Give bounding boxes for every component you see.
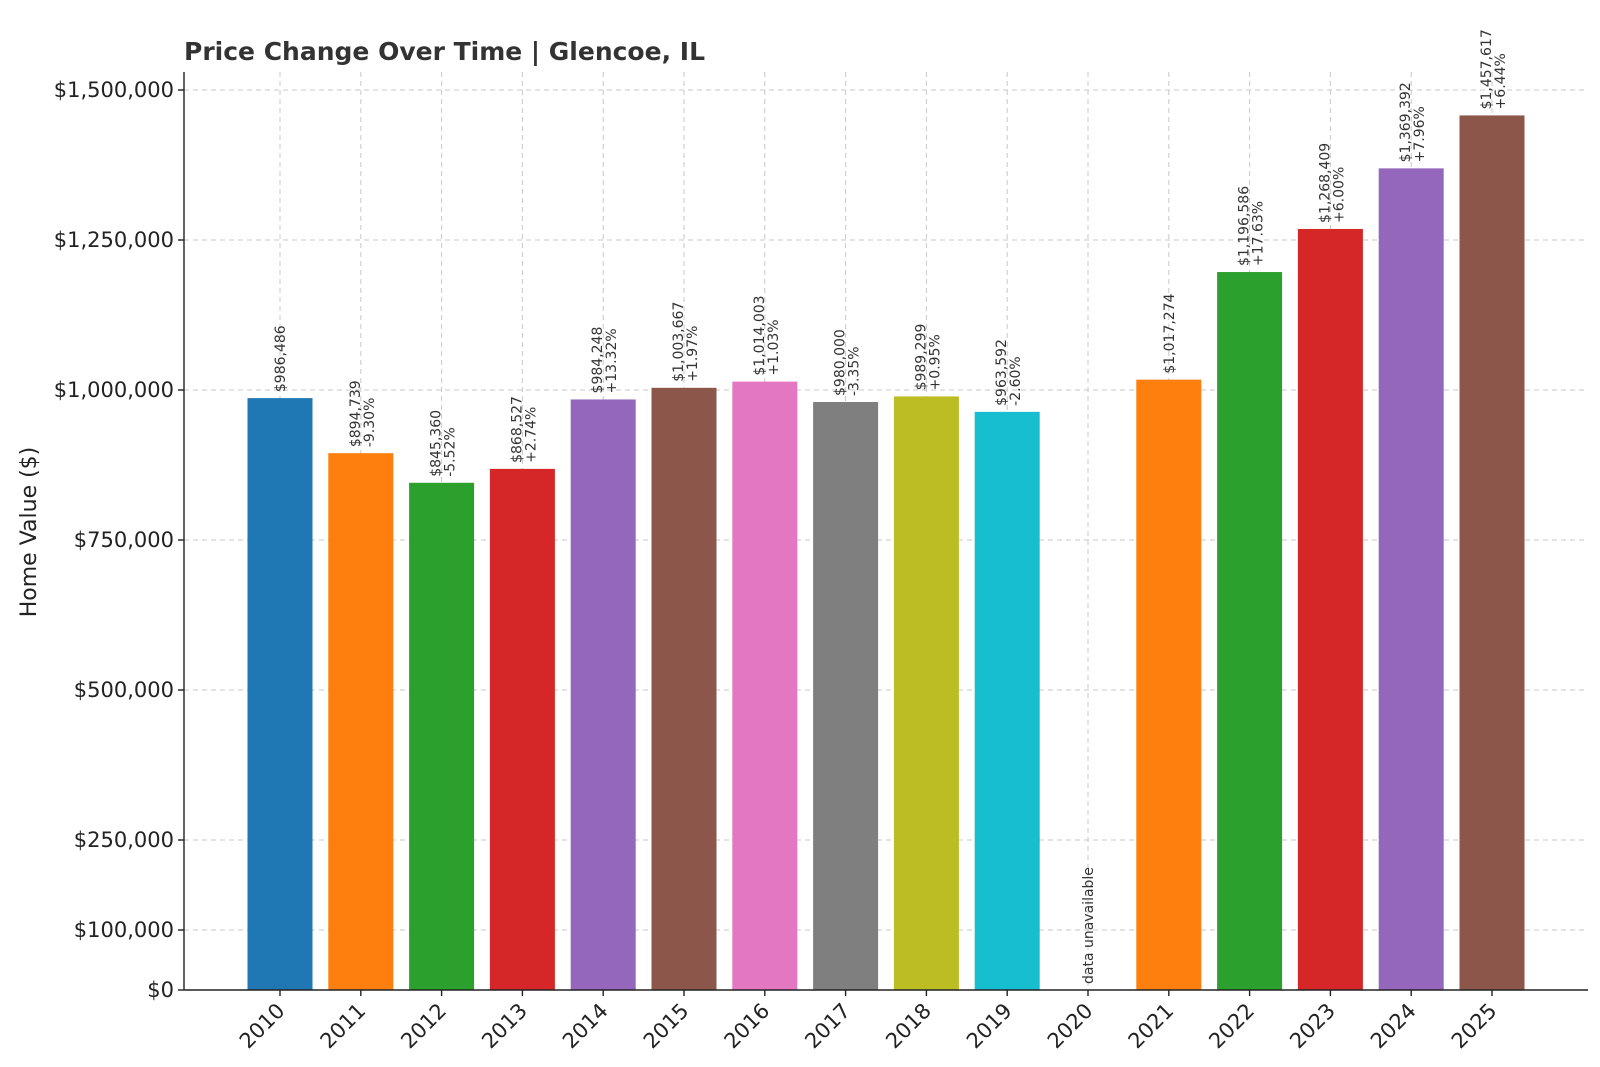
change-label: +1.03%: [766, 319, 782, 375]
value-label: $986,486: [273, 325, 289, 392]
x-tick-label: 2023: [1285, 999, 1340, 1054]
bar-2010: [247, 398, 313, 990]
value-label: $1,014,003: [752, 295, 768, 375]
bar-2016: [732, 381, 798, 990]
x-tick-label: 2015: [639, 999, 694, 1054]
change-label: +0.95%: [927, 334, 943, 390]
change-label: +13.32%: [604, 328, 620, 393]
change-label: -2.60%: [1008, 356, 1024, 406]
x-tick-label: 2022: [1204, 999, 1259, 1054]
change-label: +6.00%: [1331, 167, 1347, 223]
bar-2013: [489, 468, 555, 990]
y-tick-label: $250,000: [74, 828, 174, 852]
x-tick-label: 2010: [235, 999, 290, 1054]
change-label: +2.74%: [523, 407, 539, 463]
value-label: $1,017,274: [1162, 293, 1178, 373]
bar-2017: [813, 402, 879, 990]
grid: [184, 72, 1588, 991]
y-tick-label: $0: [147, 978, 174, 1002]
x-tick-label: 2012: [396, 999, 451, 1054]
y-tick-label: $1,500,000: [54, 78, 174, 102]
x-tick-label: 2013: [477, 999, 532, 1054]
x-tick-label: 2017: [800, 999, 855, 1054]
x-tick-label: 2016: [720, 999, 775, 1054]
y-tick-label: $1,000,000: [54, 378, 174, 402]
value-label: $845,360: [429, 410, 445, 477]
value-label: $868,527: [509, 396, 525, 463]
value-label: $1,268,409: [1317, 143, 1333, 223]
y-axis-label: Home Value ($): [17, 447, 42, 618]
x-tick-label: 2014: [558, 999, 613, 1054]
value-label: $980,000: [833, 329, 849, 396]
y-tick-label: $1,250,000: [54, 228, 174, 252]
bar-2012: [409, 482, 475, 990]
data-labels: $986,486 $894,739-9.30% $845,360-5.52% $868…: [273, 29, 1509, 984]
bar-2011: [328, 453, 394, 990]
bar-2024: [1378, 168, 1444, 990]
bar-2025: [1459, 115, 1525, 990]
change-label: +17.63%: [1251, 201, 1267, 266]
change-label: -5.52%: [443, 427, 459, 477]
value-label: $894,739: [348, 380, 364, 447]
bar-2019: [974, 411, 1040, 990]
x-tick-label: 2011: [316, 999, 371, 1054]
x-tick-label: 2025: [1447, 999, 1502, 1054]
change-label: +6.44%: [1493, 53, 1509, 109]
value-label: $1,457,617: [1479, 29, 1495, 109]
value-label: $989,299: [913, 324, 929, 391]
change-label: -3.35%: [847, 346, 863, 396]
value-label: $963,592: [994, 339, 1010, 406]
bars: [247, 115, 1525, 991]
y-tick-label: $750,000: [74, 528, 174, 552]
bar-2023: [1297, 228, 1363, 991]
bar-2021: [1136, 379, 1202, 990]
x-tick-label: 2021: [1124, 999, 1179, 1054]
value-label: $984,248: [590, 327, 606, 394]
axes: [178, 72, 1588, 996]
x-tick-label: 2018: [881, 999, 936, 1054]
value-label: $1,003,667: [671, 302, 687, 382]
change-label: +1.97%: [685, 326, 701, 382]
value-label: $1,196,586: [1237, 186, 1253, 266]
x-tick-label: 2020: [1043, 999, 1098, 1054]
missing-data-label: data unavailable: [1081, 867, 1097, 984]
bar-2014: [570, 399, 636, 991]
chart-title: Price Change Over Time | Glencoe, IL: [184, 37, 705, 66]
change-label: +7.96%: [1412, 106, 1428, 162]
change-label: -9.30%: [362, 398, 378, 448]
x-tick-label: 2019: [962, 999, 1017, 1054]
y-tick-label: $100,000: [74, 918, 174, 942]
value-label: $1,369,392: [1398, 82, 1414, 162]
x-tick-label: 2024: [1366, 999, 1421, 1054]
bar-2015: [651, 387, 717, 990]
bar-2018: [893, 396, 959, 990]
y-tick-label: $500,000: [74, 678, 174, 702]
bar-2022: [1217, 272, 1283, 990]
